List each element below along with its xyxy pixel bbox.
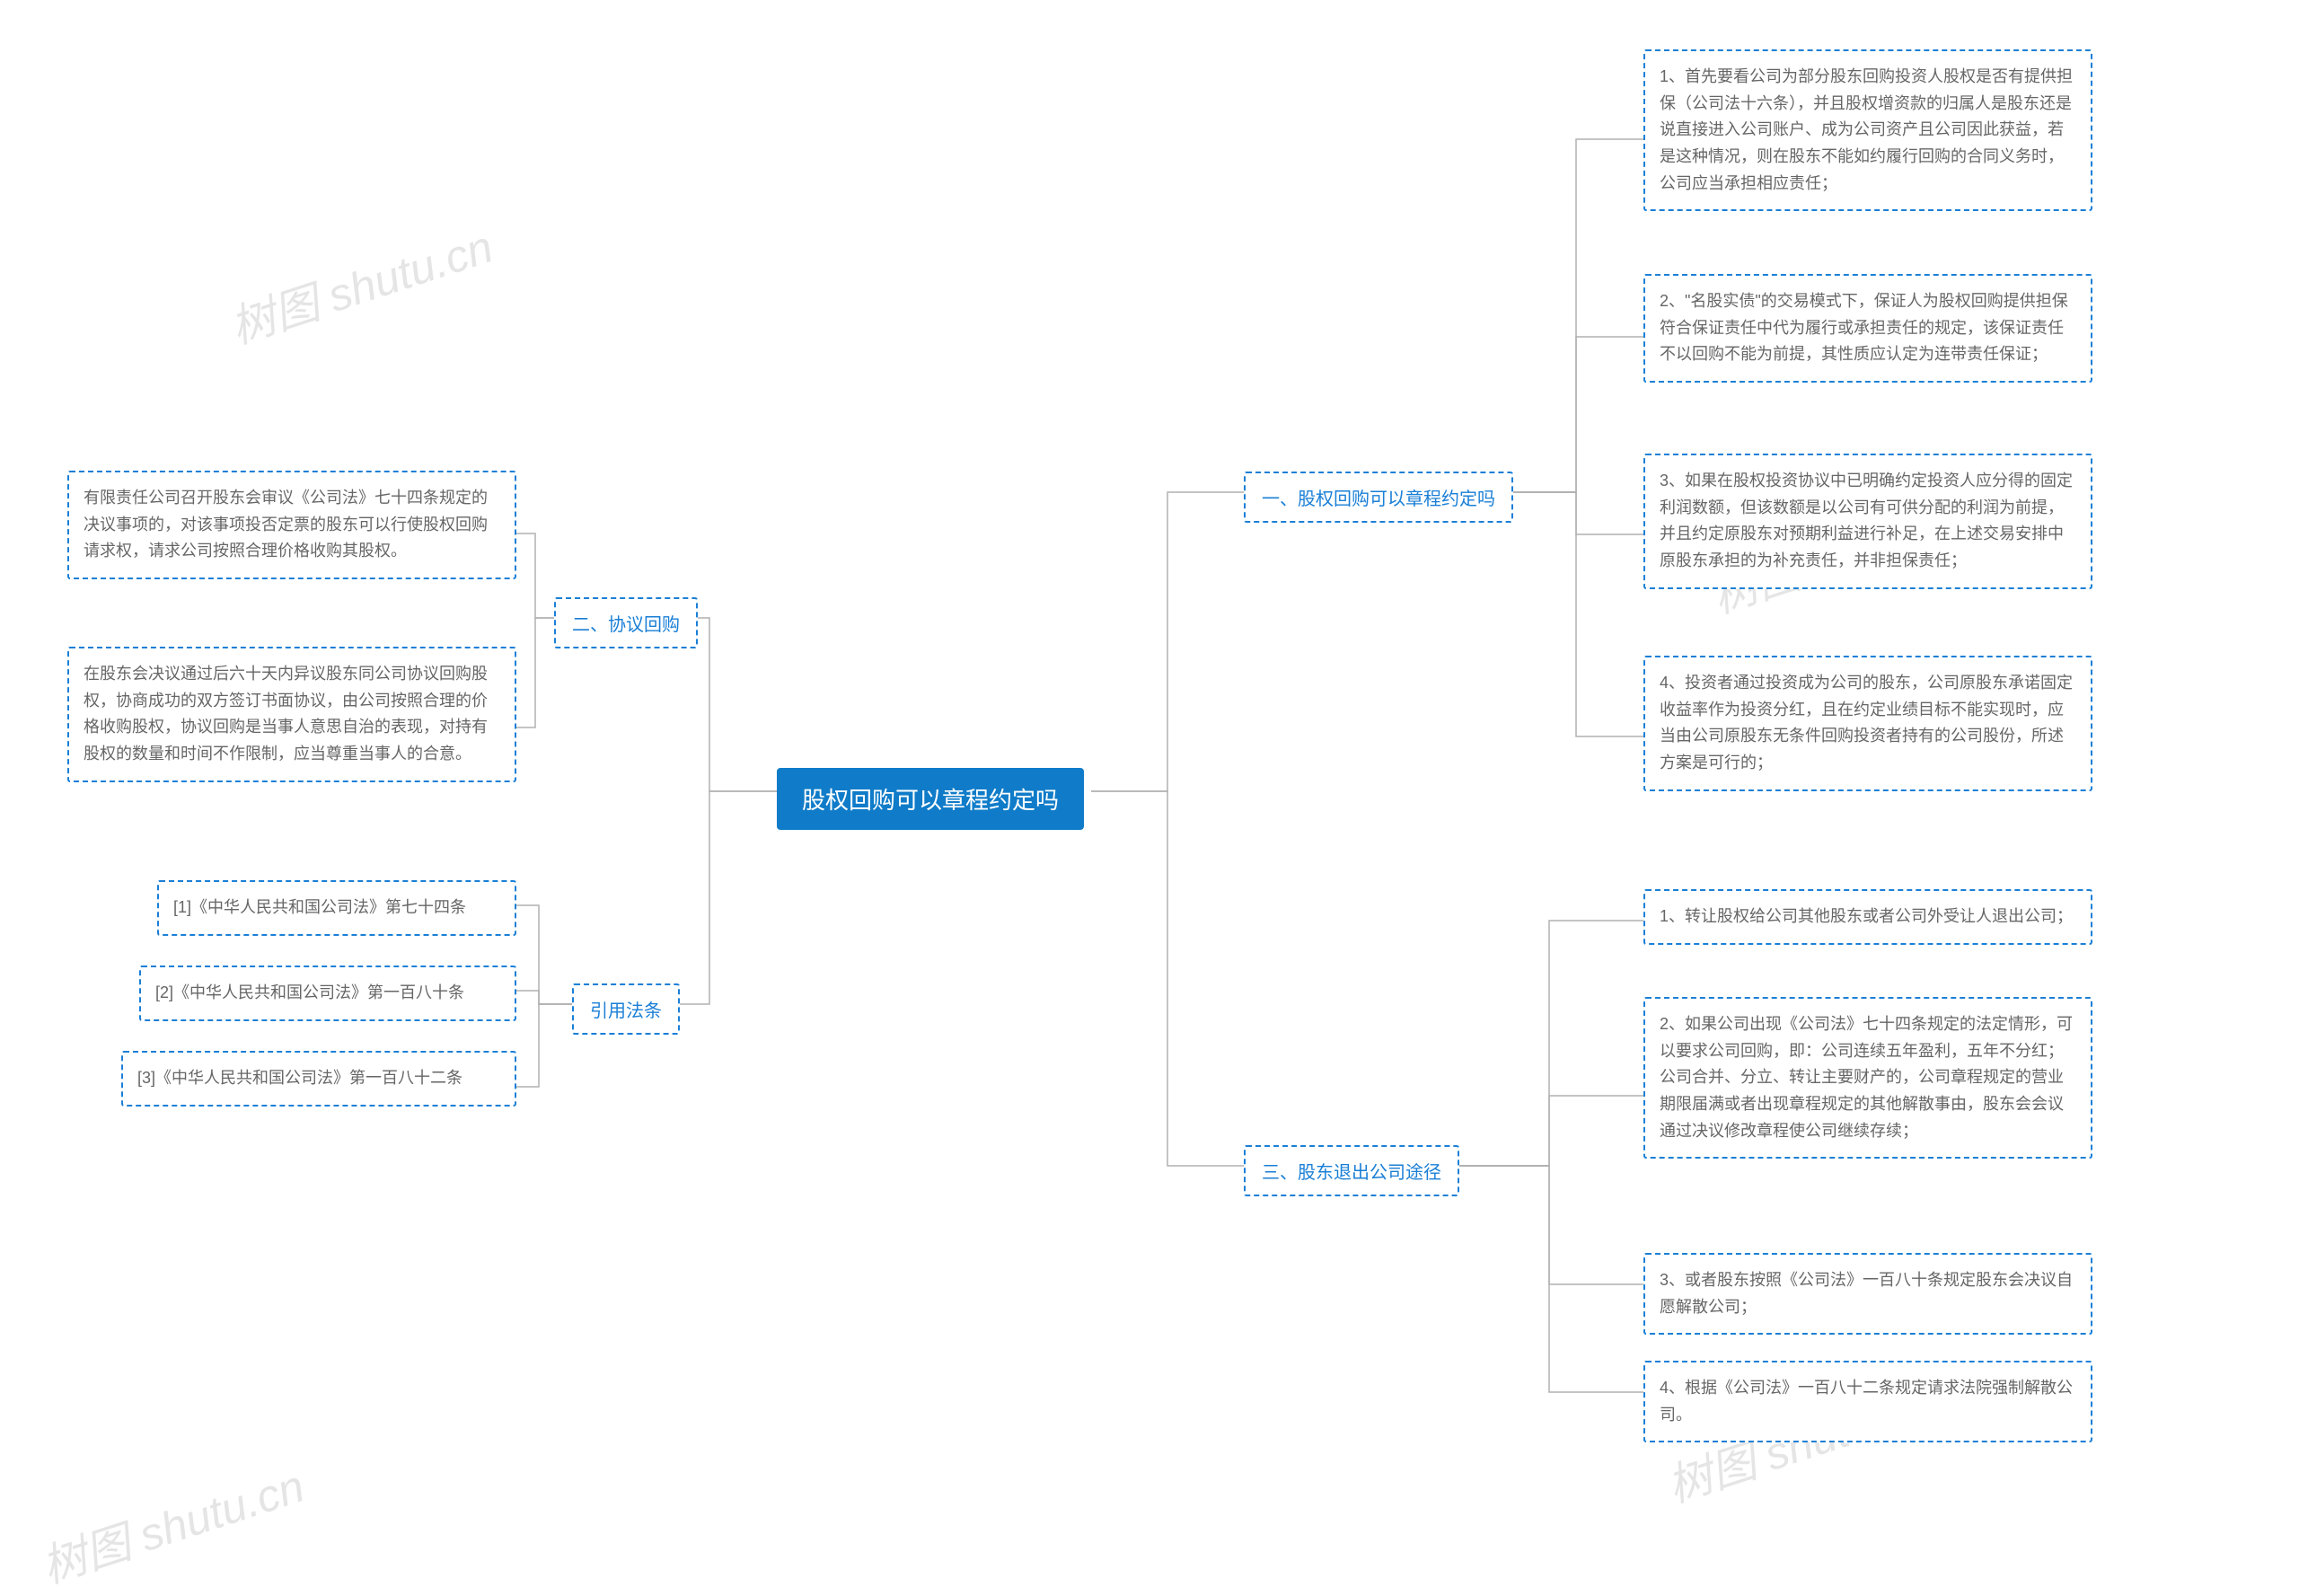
leaf-r2-1: 1、转让股权给公司其他股东或者公司外受让人退出公司； [1643, 889, 2092, 945]
center-node: 股权回购可以章程约定吗 [777, 768, 1084, 830]
leaf-r1-4: 4、投资者通过投资成为公司的股东，公司原股东承诺固定收益率作为投资分红，且在约定… [1643, 656, 2092, 791]
leaf-l2-2: [2]《中华人民共和国公司法》第一百八十条 [139, 966, 516, 1021]
branch-r1: 一、股权回购可以章程约定吗 [1244, 472, 1513, 523]
leaf-r2-2: 2、如果公司出现《公司法》七十四条规定的法定情形，可以要求公司回购，即：公司连续… [1643, 997, 2092, 1159]
leaf-l1-1: 有限责任公司召开股东会审议《公司法》七十四条规定的决议事项的，对该事项投否定票的… [67, 471, 516, 579]
leaf-r2-4: 4、根据《公司法》一百八十二条规定请求法院强制解散公司。 [1643, 1361, 2092, 1442]
branch-l2: 引用法条 [572, 983, 680, 1035]
diagram-canvas: 树图 shutu.cn 树图 shutu.cn 树图 shutu.cn 树图 s… [0, 0, 2299, 1583]
leaf-r1-1: 1、首先要看公司为部分股东回购投资人股权是否有提供担保（公司法十六条），并且股权… [1643, 49, 2092, 211]
branch-l1: 二、协议回购 [554, 597, 698, 648]
branch-r2: 三、股东退出公司途径 [1244, 1145, 1459, 1196]
connectors [0, 0, 2299, 1583]
leaf-r2-3: 3、或者股东按照《公司法》一百八十条规定股东会决议自愿解散公司； [1643, 1253, 2092, 1335]
leaf-r1-2: 2、"名股实债"的交易模式下，保证人为股权回购提供担保符合保证责任中代为履行或承… [1643, 274, 2092, 383]
leaf-r1-3: 3、如果在股权投资协议中已明确约定投资人应分得的固定利润数额，但该数额是以公司有… [1643, 454, 2092, 589]
leaf-l2-3: [3]《中华人民共和国公司法》第一百八十二条 [121, 1051, 516, 1107]
leaf-l1-2: 在股东会决议通过后六十天内异议股东同公司协议回购股权，协商成功的双方签订书面协议… [67, 647, 516, 782]
leaf-l2-1: [1]《中华人民共和国公司法》第七十四条 [157, 880, 516, 936]
